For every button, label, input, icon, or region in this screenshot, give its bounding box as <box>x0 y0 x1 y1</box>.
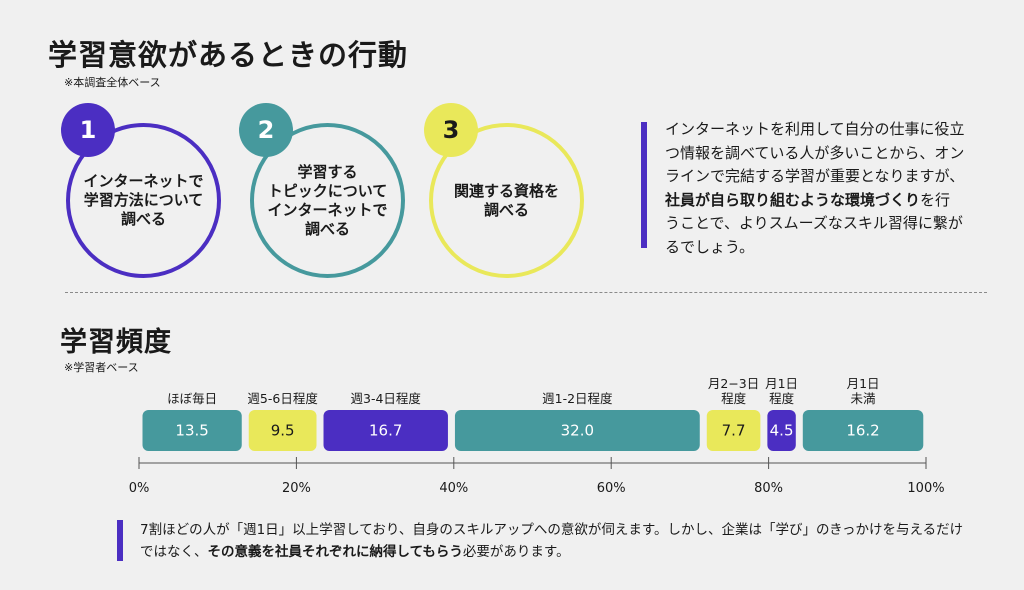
section2-title: 学習頻度 <box>60 327 172 358</box>
category-label-7-line-2: 未満 <box>851 391 876 406</box>
action-number-badge-2: 2 <box>239 103 293 157</box>
bar-segment-6 <box>767 410 796 451</box>
bar-value-label-7: 16.2 <box>846 422 879 440</box>
action-text-2: 学習する トピックについて インターネットで 調べる <box>267 162 388 238</box>
bar-segment-3 <box>323 410 448 451</box>
frequency-chart: 13.5 ほぼ毎日 9.5 週5-6日程度 16.7 週3-4日程度 32.0 週1-2日程度… <box>129 376 945 496</box>
action-circle-1: インターネットで 学習方法について 調べる <box>66 123 221 278</box>
x-tick-label-0: 0% <box>129 481 150 496</box>
bar-value-label-2: 9.5 <box>271 422 295 440</box>
x-tick-label-60: 60% <box>597 481 626 496</box>
bar-segment-4 <box>454 410 700 451</box>
x-tick-label-20: 20% <box>282 481 311 496</box>
x-tick-label-80: 80% <box>754 481 783 496</box>
action-circle-3: 関連する資格を 調べる <box>429 123 584 278</box>
section-divider <box>65 292 987 293</box>
bar-segment-1 <box>142 410 242 451</box>
bar-value-label-3: 16.7 <box>369 422 402 440</box>
section1-title: 学習意欲があるときの行動 <box>48 38 409 72</box>
description-accent-bar <box>641 122 647 248</box>
action-number-badge-1: 1 <box>61 103 115 157</box>
section1-description: インターネットを利用して自分の仕事に役立つ情報を調べている人が多いことから、オン… <box>665 120 965 256</box>
action-text-1: インターネットで 学習方法について 調べる <box>83 172 204 228</box>
category-label-5-line-1: 月2−3日 <box>708 376 759 391</box>
bar-segment-5 <box>706 410 761 451</box>
bar-value-label-4: 32.0 <box>561 422 594 440</box>
category-label-5-line-2: 程度 <box>721 391 747 406</box>
bar-value-label-5: 7.7 <box>722 422 746 440</box>
category-label-6-line-1: 月1日 <box>765 376 798 391</box>
bar-segment-7 <box>802 410 924 451</box>
category-label-4: 週1-2日程度 <box>542 391 613 406</box>
action-number-badge-3: 3 <box>424 103 478 157</box>
x-tick-label-40: 40% <box>439 481 468 496</box>
category-label-3: 週3-4日程度 <box>351 391 422 406</box>
bar-segment-2 <box>248 410 317 451</box>
action-circle-2: 学習する トピックについて インターネットで 調べる <box>250 123 405 278</box>
section2-note: ※学習者ベース <box>64 361 139 374</box>
category-label-7-line-1: 月1日 <box>847 376 880 391</box>
bar-value-label-6: 4.5 <box>770 422 794 440</box>
category-label-1: ほぼ毎日 <box>167 391 217 406</box>
bar-value-label-1: 13.5 <box>175 422 208 440</box>
x-tick-label-100: 100% <box>907 481 944 496</box>
section2-conclusion: 7割ほどの人が「週1日」以上学習しており、自身のスキルアップへの意欲が伺えます。… <box>140 522 964 560</box>
action-text-3: 関連する資格を 調べる <box>453 181 559 219</box>
section1-note: ※本調査全体ベース <box>64 76 161 89</box>
conclusion-accent-bar <box>117 520 123 561</box>
category-label-6-line-2: 程度 <box>769 391 795 406</box>
category-label-2: 週5-6日程度 <box>247 391 318 406</box>
